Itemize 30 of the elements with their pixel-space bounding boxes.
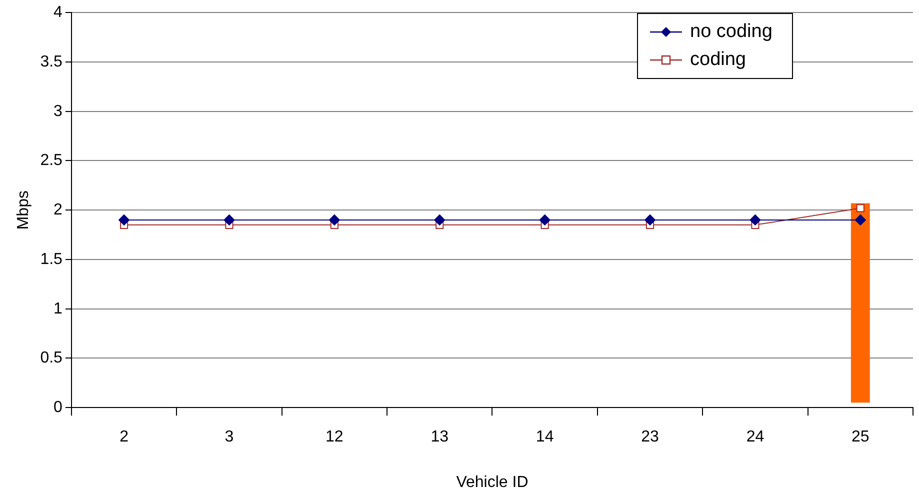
x-axis-title: Vehicle ID [456, 474, 528, 491]
y-tick-label: 1 [54, 300, 63, 318]
point [644, 214, 656, 226]
x-tick-label: 2 [120, 428, 129, 446]
point [854, 214, 866, 226]
x-tick-label: 13 [430, 428, 449, 446]
point [118, 214, 130, 226]
point [539, 214, 550, 226]
point [328, 214, 340, 226]
point [856, 204, 864, 212]
point [224, 214, 235, 226]
x-tick-label: 14 [536, 428, 554, 446]
y-tick-label: 1.5 [40, 250, 63, 268]
x-tick-label: 12 [326, 428, 344, 446]
y-tick-label: 3 [54, 102, 63, 120]
x-tick-label: 24 [746, 428, 764, 446]
x-tick-label: 23 [641, 428, 660, 446]
point [750, 214, 761, 226]
y-tick-label: 3.5 [40, 53, 63, 70]
y-axis-title: Mbps [15, 190, 32, 230]
y-tick-label: 2.5 [40, 152, 63, 170]
point [434, 214, 446, 226]
y-tick-label: 0.5 [40, 350, 63, 367]
x-tick-label: 3 [224, 428, 234, 446]
y-tick-label: 0 [54, 399, 63, 416]
y-tick-label: 2 [54, 202, 63, 219]
x-tick-label: 25 [852, 428, 870, 446]
y-tick-label: 4 [54, 4, 63, 22]
legend-label: coding [690, 48, 746, 71]
legend-label: no coding [690, 20, 772, 43]
